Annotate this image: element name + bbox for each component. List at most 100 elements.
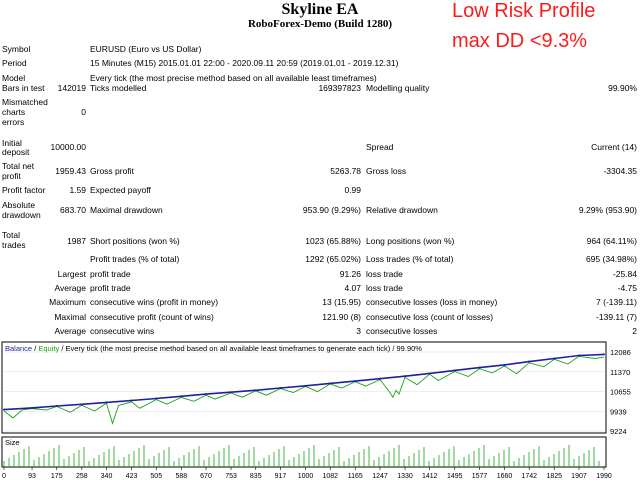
max-losses-label: consecutive losses (loss in money)	[366, 297, 498, 307]
x-tick-label: 917	[275, 473, 287, 480]
x-tick-label: 1412	[422, 473, 438, 480]
symbol-label: Symbol	[2, 44, 31, 54]
balance-point	[180, 395, 183, 398]
legend-equity: Equity	[38, 344, 60, 353]
model-value: Every tick (the most precise method base…	[90, 73, 377, 83]
period-label: Period	[2, 58, 27, 68]
balance-point	[55, 404, 58, 407]
profit-trades-label: Profit trades (% of total)	[90, 254, 180, 264]
max-wins-label: consecutive wins (profit in money)	[90, 297, 219, 307]
spread-value: Current (14)	[591, 142, 637, 152]
maximum-label: Maximum	[49, 297, 86, 307]
promo-risk-profile: Low Risk Profile	[452, 0, 596, 22]
x-tick-label: 1825	[546, 473, 562, 480]
maxdd-label: Maximal drawdown	[90, 205, 163, 215]
balance-point	[205, 393, 208, 396]
maximal-profit-value: 121.90 (8)	[322, 312, 361, 322]
profit-factor-label: Profit factor	[2, 185, 46, 195]
quality-label: Modelling quality	[366, 83, 430, 93]
loss-trades-value: 695 (34.98%)	[585, 254, 637, 264]
long-value: 964 (64.11%)	[586, 236, 637, 246]
x-tick-label: 1742	[521, 473, 537, 480]
average-profit-label: profit trade	[90, 283, 131, 293]
max-wins-value: 13 (15.95)	[322, 297, 361, 307]
y-tick-label: 9224	[610, 427, 627, 436]
deposit-value: 10000.00	[50, 142, 86, 152]
legend-quality: 99.90%	[396, 344, 422, 353]
ticks-label: Ticks modelled	[90, 83, 147, 93]
maxdd-value: 953.90 (9.29%)	[302, 205, 361, 215]
x-tick-layer: 0 93 175 258 340 423 505 588 670 753 835 917 1000 108…	[2, 467, 612, 480]
balance-point	[254, 389, 257, 392]
x-tick-label: 258	[76, 473, 88, 480]
balance-point	[453, 369, 456, 372]
avg-wins-value: 3	[356, 326, 361, 336]
x-tick-label: 1165	[348, 473, 363, 480]
chart-svg: 12086 11370 10655 9939 9224 0 93 175 258 340 423 5…	[1, 341, 631, 480]
maximal-loss-label: consecutive loss (count of losses)	[366, 312, 494, 322]
x-tick-label: 1577	[472, 473, 488, 480]
legend-description: Every tick (the most precise method base…	[65, 344, 391, 353]
grossprofit-value: 5263.78	[330, 166, 361, 176]
balance-point	[3, 408, 5, 411]
maximal-profit-label: consecutive profit (count of wins)	[90, 312, 214, 322]
x-tick-label: 1082	[322, 473, 338, 480]
loss-trades-label: Loss trades (% of total)	[366, 254, 454, 264]
mismatch-label-1: Mismatched	[2, 97, 48, 107]
y-tick-label: 11370	[610, 368, 630, 377]
balance-point	[354, 380, 357, 383]
balance-point	[528, 360, 531, 363]
largest-loss-label: loss trade	[366, 269, 403, 279]
balance-point	[577, 354, 580, 357]
x-tick-label: 505	[150, 473, 162, 480]
x-tick-label: 423	[126, 473, 138, 480]
trades-label-1: Total	[2, 230, 20, 240]
x-tick-label: 340	[101, 473, 113, 480]
balance-point	[105, 401, 108, 404]
balance-point	[428, 372, 431, 375]
balance-point	[378, 377, 381, 380]
balance-point	[304, 384, 307, 387]
size-layer	[3, 445, 600, 467]
balance-point	[31, 406, 34, 409]
trades-value: 1987	[67, 236, 86, 246]
balance-point	[80, 403, 83, 406]
short-value: 1023 (65.88%)	[305, 236, 361, 246]
chart-legend: Balance / Equity / Every tick (the most …	[5, 344, 422, 354]
model-label: Model	[2, 73, 26, 83]
x-tick-label: 1907	[571, 473, 587, 480]
average-consecutive-label: Average	[54, 326, 86, 336]
x-tick-label: 1660	[497, 473, 513, 480]
avg-wins-label: consecutive wins	[90, 326, 155, 336]
profit-trades-value: 1292 (65.02%)	[305, 254, 361, 264]
trades-label-2: trades	[2, 240, 26, 250]
largest-label: Largest	[57, 269, 86, 279]
balance-point	[553, 357, 556, 360]
x-tick-label: 588	[175, 473, 187, 480]
balance-point	[478, 366, 481, 369]
mismatch-label-3: errors	[2, 117, 25, 127]
absdd-value: 683.70	[60, 205, 86, 215]
size-label: Size	[5, 438, 20, 447]
ticks-value: 169397823	[318, 83, 361, 93]
netprofit-label-2: profit	[2, 171, 21, 181]
balance-point	[329, 382, 332, 385]
series-layer	[3, 353, 605, 425]
average-loss-value: -4.75	[617, 283, 637, 293]
x-tick-label: 175	[51, 473, 63, 480]
legend-separator-3: /	[390, 344, 397, 353]
x-tick-label: 1000	[298, 473, 314, 480]
x-tick-label: 93	[28, 473, 36, 480]
grossloss-value: -3304.35	[603, 166, 637, 176]
long-label: Long positions (won %)	[366, 236, 455, 246]
y-tick-label: 12086	[610, 348, 631, 357]
x-tick-label: 1247	[372, 473, 388, 480]
y-tick-label: 9939	[610, 407, 627, 416]
x-tick-label: 1990	[596, 473, 612, 480]
payoff-value: 0.99	[344, 185, 361, 195]
largest-profit-label: profit trade	[90, 269, 131, 279]
symbol-value: EURUSD (Euro vs US Dollar)	[90, 44, 202, 54]
payoff-label: Expected payoff	[90, 185, 151, 195]
x-tick-label: 670	[200, 473, 212, 480]
balance-point	[503, 363, 506, 366]
